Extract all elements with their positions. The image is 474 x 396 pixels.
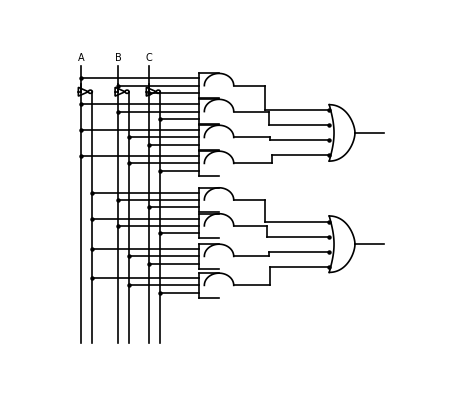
Text: B: B [115, 53, 121, 63]
Text: C: C [146, 53, 153, 63]
Text: A: A [78, 53, 84, 63]
